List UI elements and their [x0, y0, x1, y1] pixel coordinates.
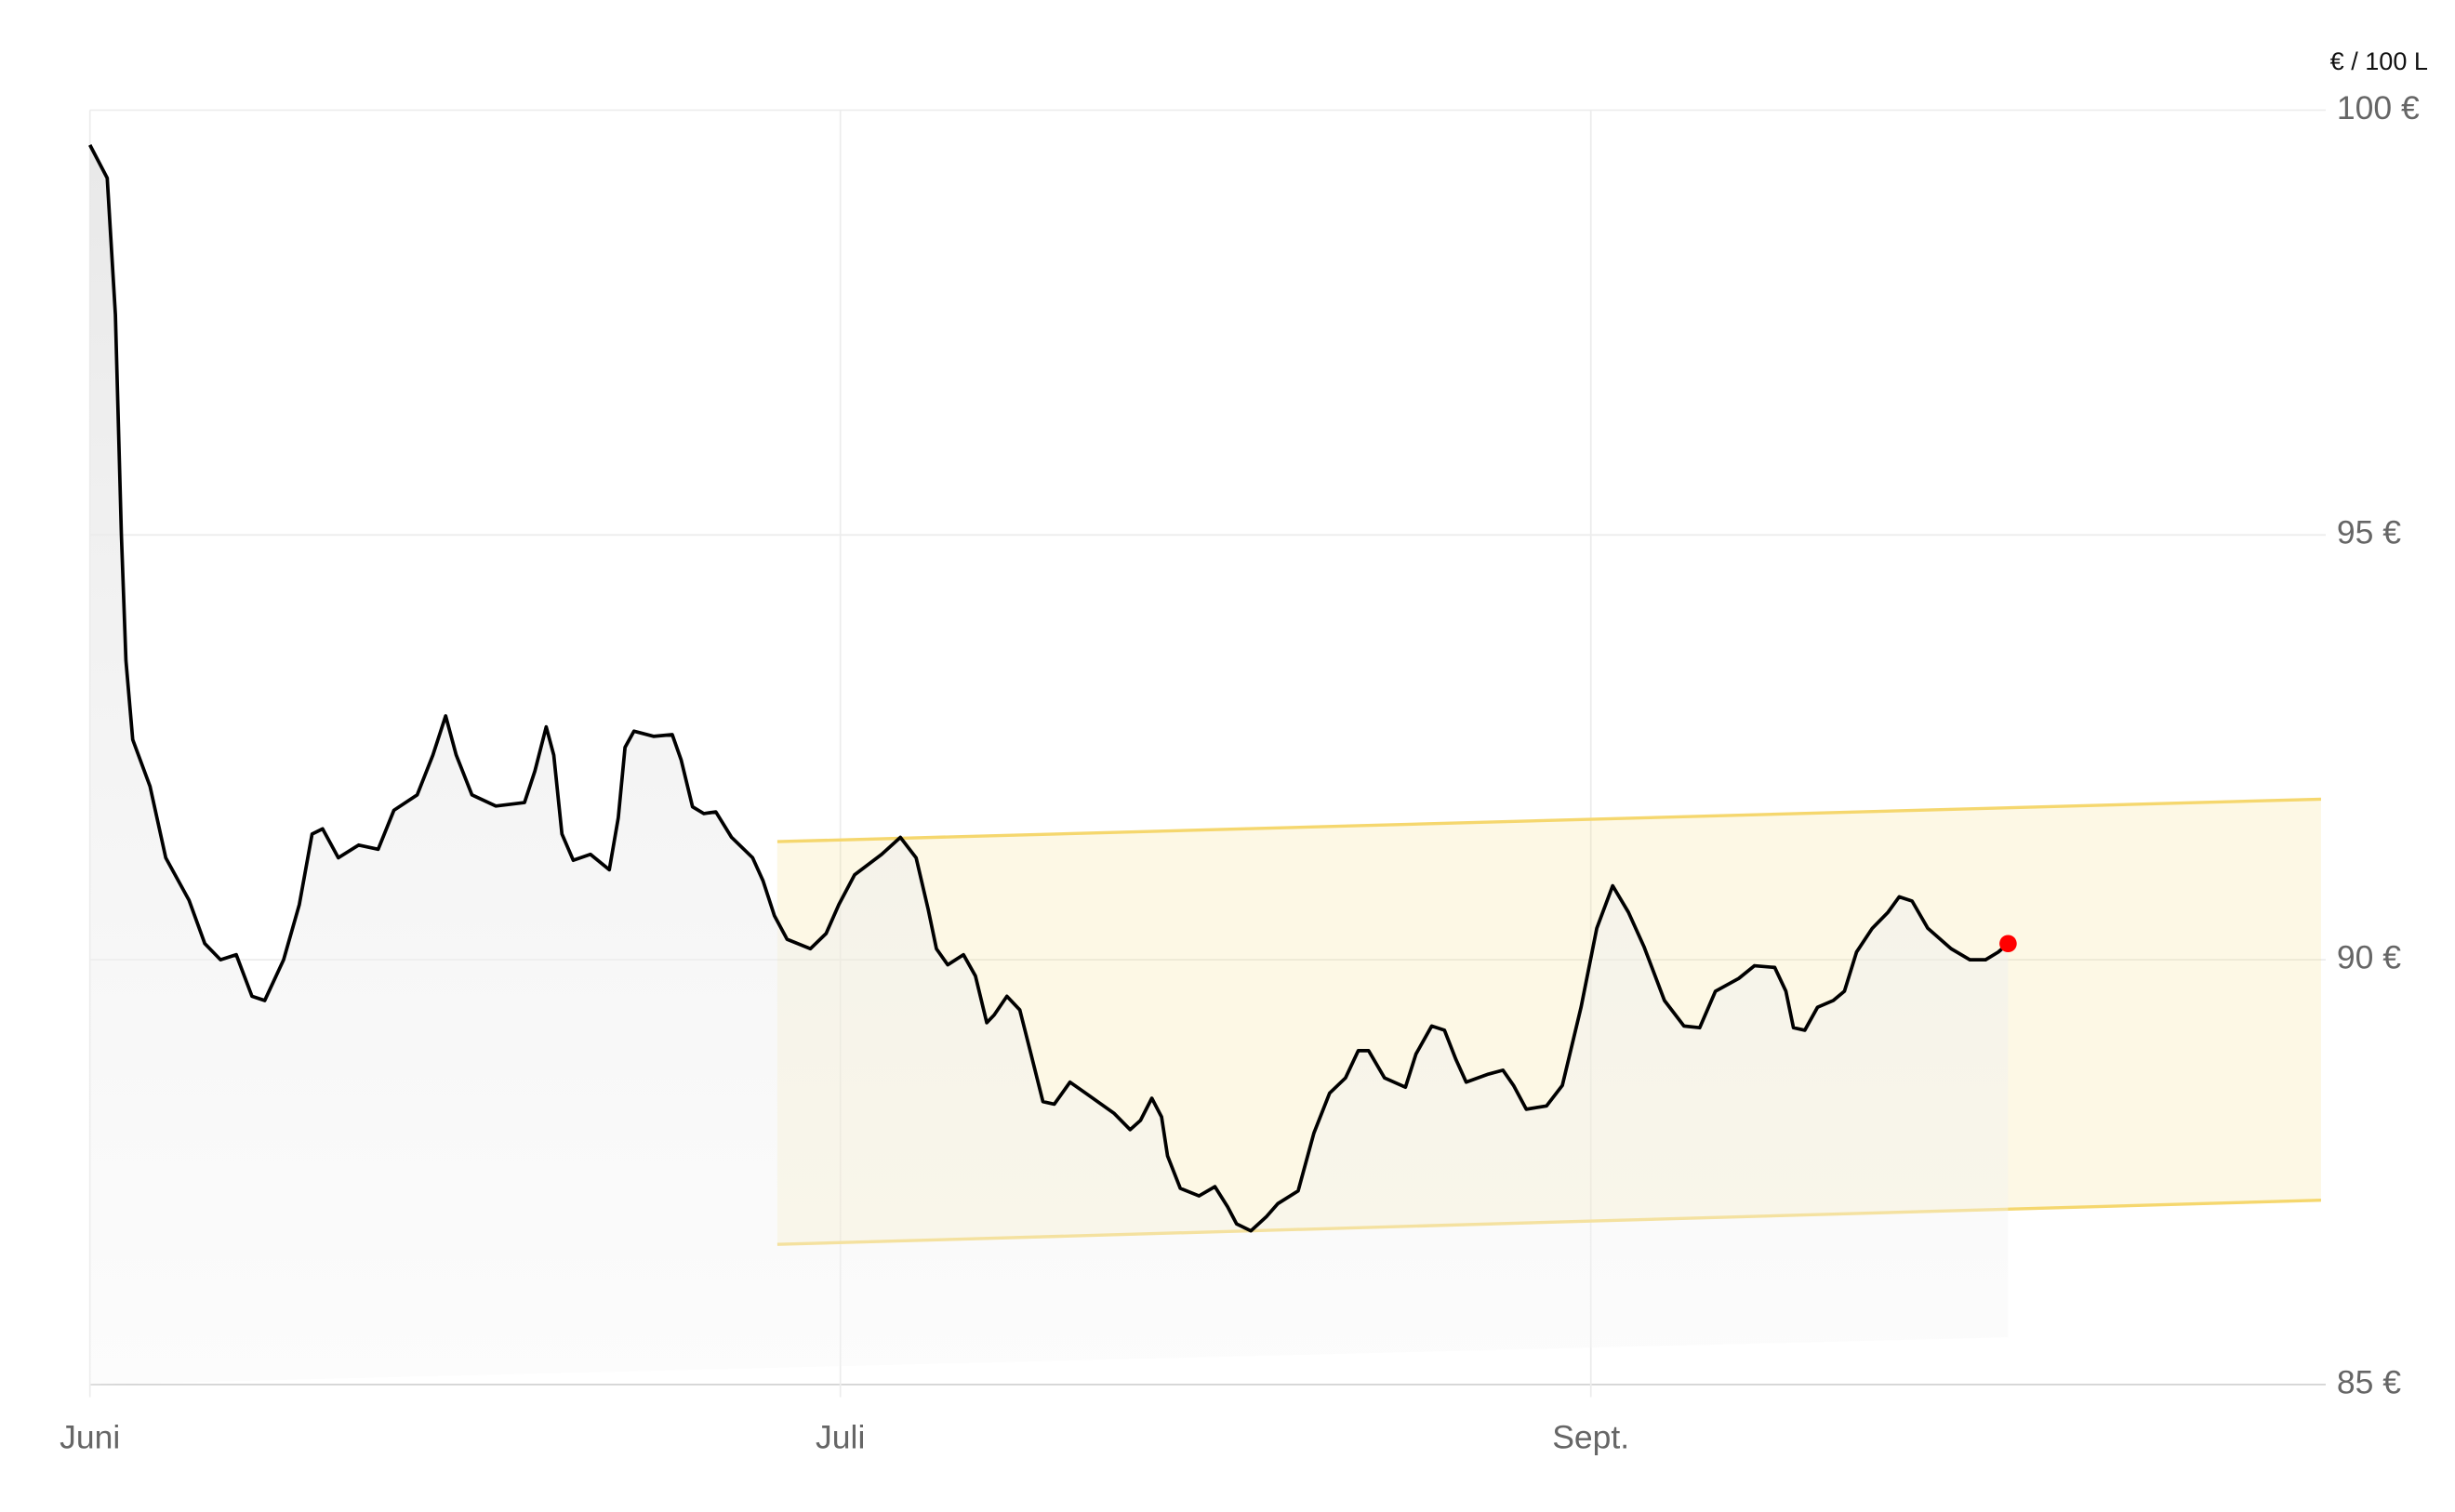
current-point: [1999, 935, 2017, 953]
x-tick-label: Sept.: [1552, 1419, 1629, 1456]
price-line: [88, 143, 2010, 1233]
y-tick-label: 95 €: [2337, 514, 2401, 551]
y-tick-label: 90 €: [2337, 939, 2401, 976]
area-fill: [89, 144, 2009, 1385]
x-tick-label: Juni: [60, 1419, 120, 1456]
unit-label: € / 100 L: [2330, 46, 2428, 75]
y-tick-label: 85 €: [2337, 1363, 2401, 1400]
band-upper: [776, 797, 2321, 843]
x-tick-label: Juli: [816, 1419, 865, 1456]
y-tick-label: 100 €: [2337, 89, 2420, 126]
